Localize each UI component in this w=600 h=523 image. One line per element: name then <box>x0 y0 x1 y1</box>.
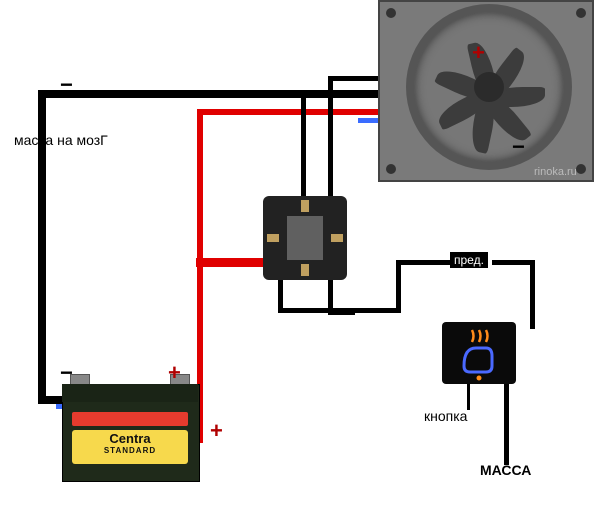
wire-relay_extra_down-seg1 <box>328 310 355 315</box>
watermark: rinoka.ru <box>534 166 577 178</box>
wire-relay_out_to_fan_plus-seg0 <box>328 76 333 203</box>
relay <box>263 196 347 280</box>
label-ground: МАССА <box>480 462 531 478</box>
wire-relay_to_fuse_down-seg3 <box>396 260 451 265</box>
battery-line2-label: STANDARD <box>72 447 188 455</box>
wire-relay_coil_up-seg0 <box>301 92 306 199</box>
wire-pos_branch_to_relay-seg0 <box>196 258 269 267</box>
sign-fan_plus: + <box>472 40 485 66</box>
fuse-label: пред. <box>454 253 484 267</box>
sign-batt_plus: + <box>168 360 181 386</box>
battery-brand-label: Centra <box>72 430 188 447</box>
seat-heater-icon <box>464 330 492 381</box>
dash-switch <box>442 322 516 384</box>
sign-batt_minus: − <box>60 360 73 386</box>
label-button: кнопка <box>424 408 467 424</box>
wire-relay_to_fuse_down-seg2 <box>396 260 401 313</box>
wire-switch_to_button_label_line-seg0 <box>467 383 470 410</box>
sign-fan_minus: − <box>512 134 525 160</box>
wire-fuse_to_switch-seg1 <box>530 260 535 329</box>
wire-switch_to_ground-seg0 <box>504 382 509 465</box>
sign-batt_plus_small: + <box>210 418 223 444</box>
sign-bus_minus: − <box>60 72 73 98</box>
wire-fuse_to_switch-seg0 <box>492 260 535 265</box>
radiator-fan <box>378 0 594 182</box>
car-battery: Centra STANDARD <box>62 384 198 480</box>
fuse-tag: пред. <box>450 252 488 268</box>
label-mass-to-ecu: масса на мозГ <box>14 132 108 148</box>
